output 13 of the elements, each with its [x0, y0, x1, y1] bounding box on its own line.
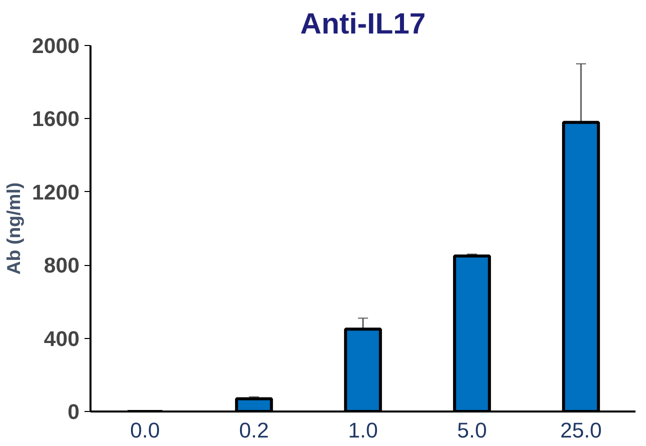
y-tick-label: 2000	[32, 34, 80, 58]
x-tick-label: 25.0	[560, 418, 602, 442]
x-tick-label: 5.0	[457, 418, 487, 442]
chart-title: Anti-IL17	[300, 8, 426, 40]
x-tick-label: 1.0	[348, 418, 378, 442]
x-tick-label: 0.2	[239, 418, 269, 442]
y-axis-title: Ab (ng/ml)	[3, 182, 24, 275]
y-tick-label: 1200	[32, 180, 80, 204]
y-tick-label: 1600	[32, 107, 80, 132]
y-tick-label: 0	[68, 400, 80, 424]
y-tick-label: 400	[44, 326, 80, 351]
x-tick-label: 0.0	[130, 418, 160, 442]
y-tick-label: 800	[44, 254, 80, 278]
